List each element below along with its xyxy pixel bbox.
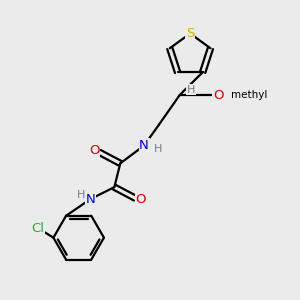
- Text: N: N: [139, 139, 149, 152]
- Text: O: O: [135, 193, 146, 206]
- Text: O: O: [213, 88, 224, 101]
- Text: H: H: [187, 85, 195, 95]
- Text: N: N: [86, 193, 95, 206]
- Text: methyl: methyl: [231, 90, 267, 100]
- Text: O: O: [89, 144, 99, 158]
- Text: Cl: Cl: [32, 222, 44, 235]
- Text: S: S: [186, 27, 194, 40]
- Text: H: H: [154, 144, 162, 154]
- Text: H: H: [77, 190, 86, 200]
